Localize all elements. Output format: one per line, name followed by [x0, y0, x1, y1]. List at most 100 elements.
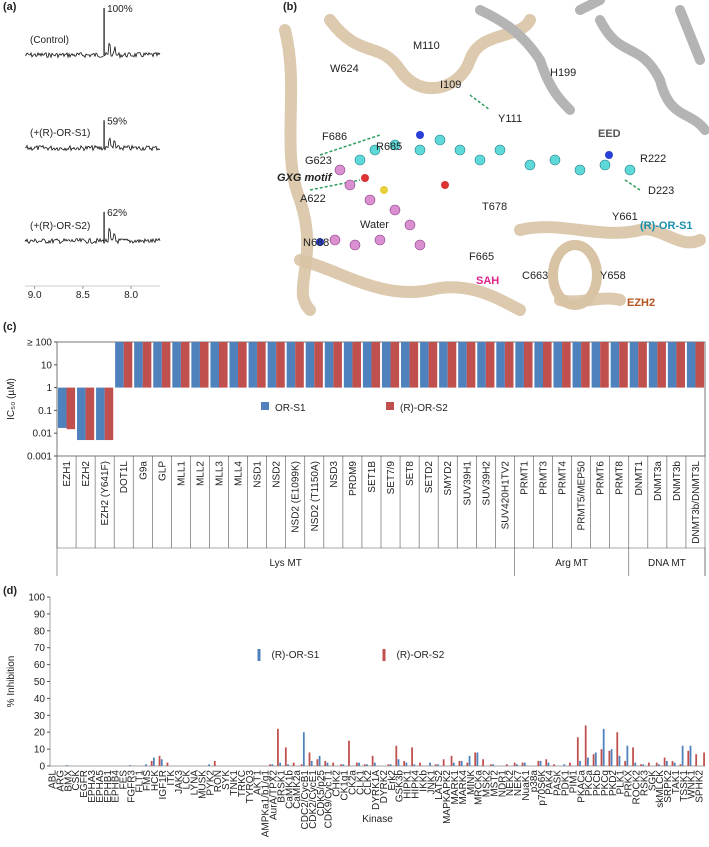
bar [318, 755, 321, 766]
bar [665, 760, 668, 766]
bar [673, 762, 676, 766]
x-tick-label: NDR1 [497, 770, 508, 798]
bar [647, 762, 650, 766]
bar [610, 749, 613, 766]
x-tick-label: PRMT5/MEP50 [577, 461, 588, 531]
x-tick-label: MST2 [489, 770, 500, 797]
bar [569, 762, 571, 766]
bar [397, 759, 400, 766]
x-tick-label: SET8 [405, 461, 416, 486]
bar [85, 387, 95, 441]
bar [238, 342, 247, 388]
group-label: Arg MT [555, 558, 588, 569]
x-tick-label: IKKb [418, 770, 429, 792]
x-tick-label: ITK [166, 770, 177, 786]
structure-render [279, 0, 709, 316]
bar [476, 752, 479, 766]
panel-letter: (b) [283, 1, 297, 13]
x-tick-label: NuaK1 [521, 770, 532, 801]
bar [562, 342, 571, 388]
bar [153, 342, 162, 388]
x-tick-label: 8.5 [76, 290, 90, 301]
x-tick-label: NSD3 [329, 461, 340, 488]
x-tick-label: FES [119, 770, 130, 790]
x-tick-label: TAK1 [671, 770, 682, 795]
y-axis-label: % Inhibition [6, 656, 17, 708]
bar [547, 762, 550, 766]
bar [474, 752, 477, 766]
x-tick-label: MARK4 [458, 770, 469, 805]
x-tick-label: MSK2 [482, 770, 493, 798]
x-tick-label: JNK1 [426, 770, 437, 795]
x-tick-label: AMPKa1/b1/g1 [261, 770, 272, 838]
bar [591, 342, 601, 388]
bar [395, 745, 398, 766]
bar [277, 728, 279, 766]
x-tick-label: TSSK1 [679, 770, 690, 802]
x-tick-label: MAPKAPK2 [442, 770, 453, 824]
x-tick-label: PIM1 [568, 770, 579, 794]
x-tick-label: PAK4 [545, 770, 556, 795]
x-tick-label: NEK7 [513, 770, 524, 797]
bar [279, 762, 282, 766]
bar [419, 762, 421, 766]
x-tick-label: SPHK2 [695, 770, 706, 803]
x-tick-label: CDK5/p25 [316, 770, 327, 817]
x-tick-label: ROCK2 [631, 770, 642, 805]
bar [466, 342, 476, 388]
bar [324, 342, 334, 388]
bar [57, 387, 67, 428]
x-tick-label: CK2a [347, 770, 358, 795]
x-tick-label: MLL4 [234, 461, 245, 486]
x-tick-label: NSD2 (E1099K) [291, 461, 302, 533]
residue-label: Y658 [600, 270, 626, 282]
x-tick-label: HIPK4 [411, 770, 422, 799]
x-tick-label: 9.0 [28, 290, 42, 301]
bar [66, 387, 76, 430]
x-tick-label: NSD2 (T1150A) [310, 461, 321, 531]
peak-label: 100% [107, 4, 133, 15]
y-tick-label: 90 [34, 609, 46, 620]
x-tick-label: JAK3 [174, 770, 185, 794]
bar [66, 765, 68, 766]
x-tick-label: TRKC [237, 770, 248, 797]
x-tick-label: PLK1 [616, 770, 627, 795]
bar [539, 760, 542, 766]
residue-label: F686 [322, 131, 347, 143]
y-tick-label: 70 [34, 643, 46, 654]
x-tick-label: SRPK2 [663, 770, 674, 803]
bar [689, 745, 692, 766]
bar [521, 762, 524, 766]
bar [592, 754, 595, 766]
trace-label: (Control) [30, 35, 69, 46]
y-axis-label: IC₅₀ (µM) [6, 378, 17, 420]
x-tick-label: LYNA [190, 770, 201, 796]
bar [629, 342, 639, 388]
x-tick-label: DYRK2 [379, 770, 390, 804]
bar [332, 762, 335, 766]
x-tick-label: SUV39H1 [462, 461, 473, 506]
bar [515, 342, 524, 388]
bar [634, 762, 637, 766]
bar [447, 342, 457, 388]
x-tick-label: CaMK1b [284, 770, 295, 809]
x-tick-label: EPHA3 [87, 770, 98, 803]
bar [316, 759, 319, 766]
bar [695, 342, 705, 388]
residue-label: F665 [469, 251, 494, 263]
bar [129, 765, 132, 766]
x-tick-label: G9a [138, 461, 149, 480]
x-tick-label: EZH1 [62, 461, 73, 487]
x-tick-label: DNMT3b/DNMT3L [691, 461, 702, 544]
bar [638, 342, 647, 388]
x-tick-label: PKCb [592, 770, 603, 797]
bar [594, 752, 597, 766]
bar [340, 764, 342, 766]
residue-label: I109 [440, 79, 461, 91]
x-tick-label: p38a [529, 770, 540, 793]
bar [667, 342, 677, 388]
residue-label: M110 [413, 40, 440, 52]
x-tick-label: SUV420H1TV2 [500, 461, 511, 530]
residue-label: Y661 [612, 211, 638, 223]
